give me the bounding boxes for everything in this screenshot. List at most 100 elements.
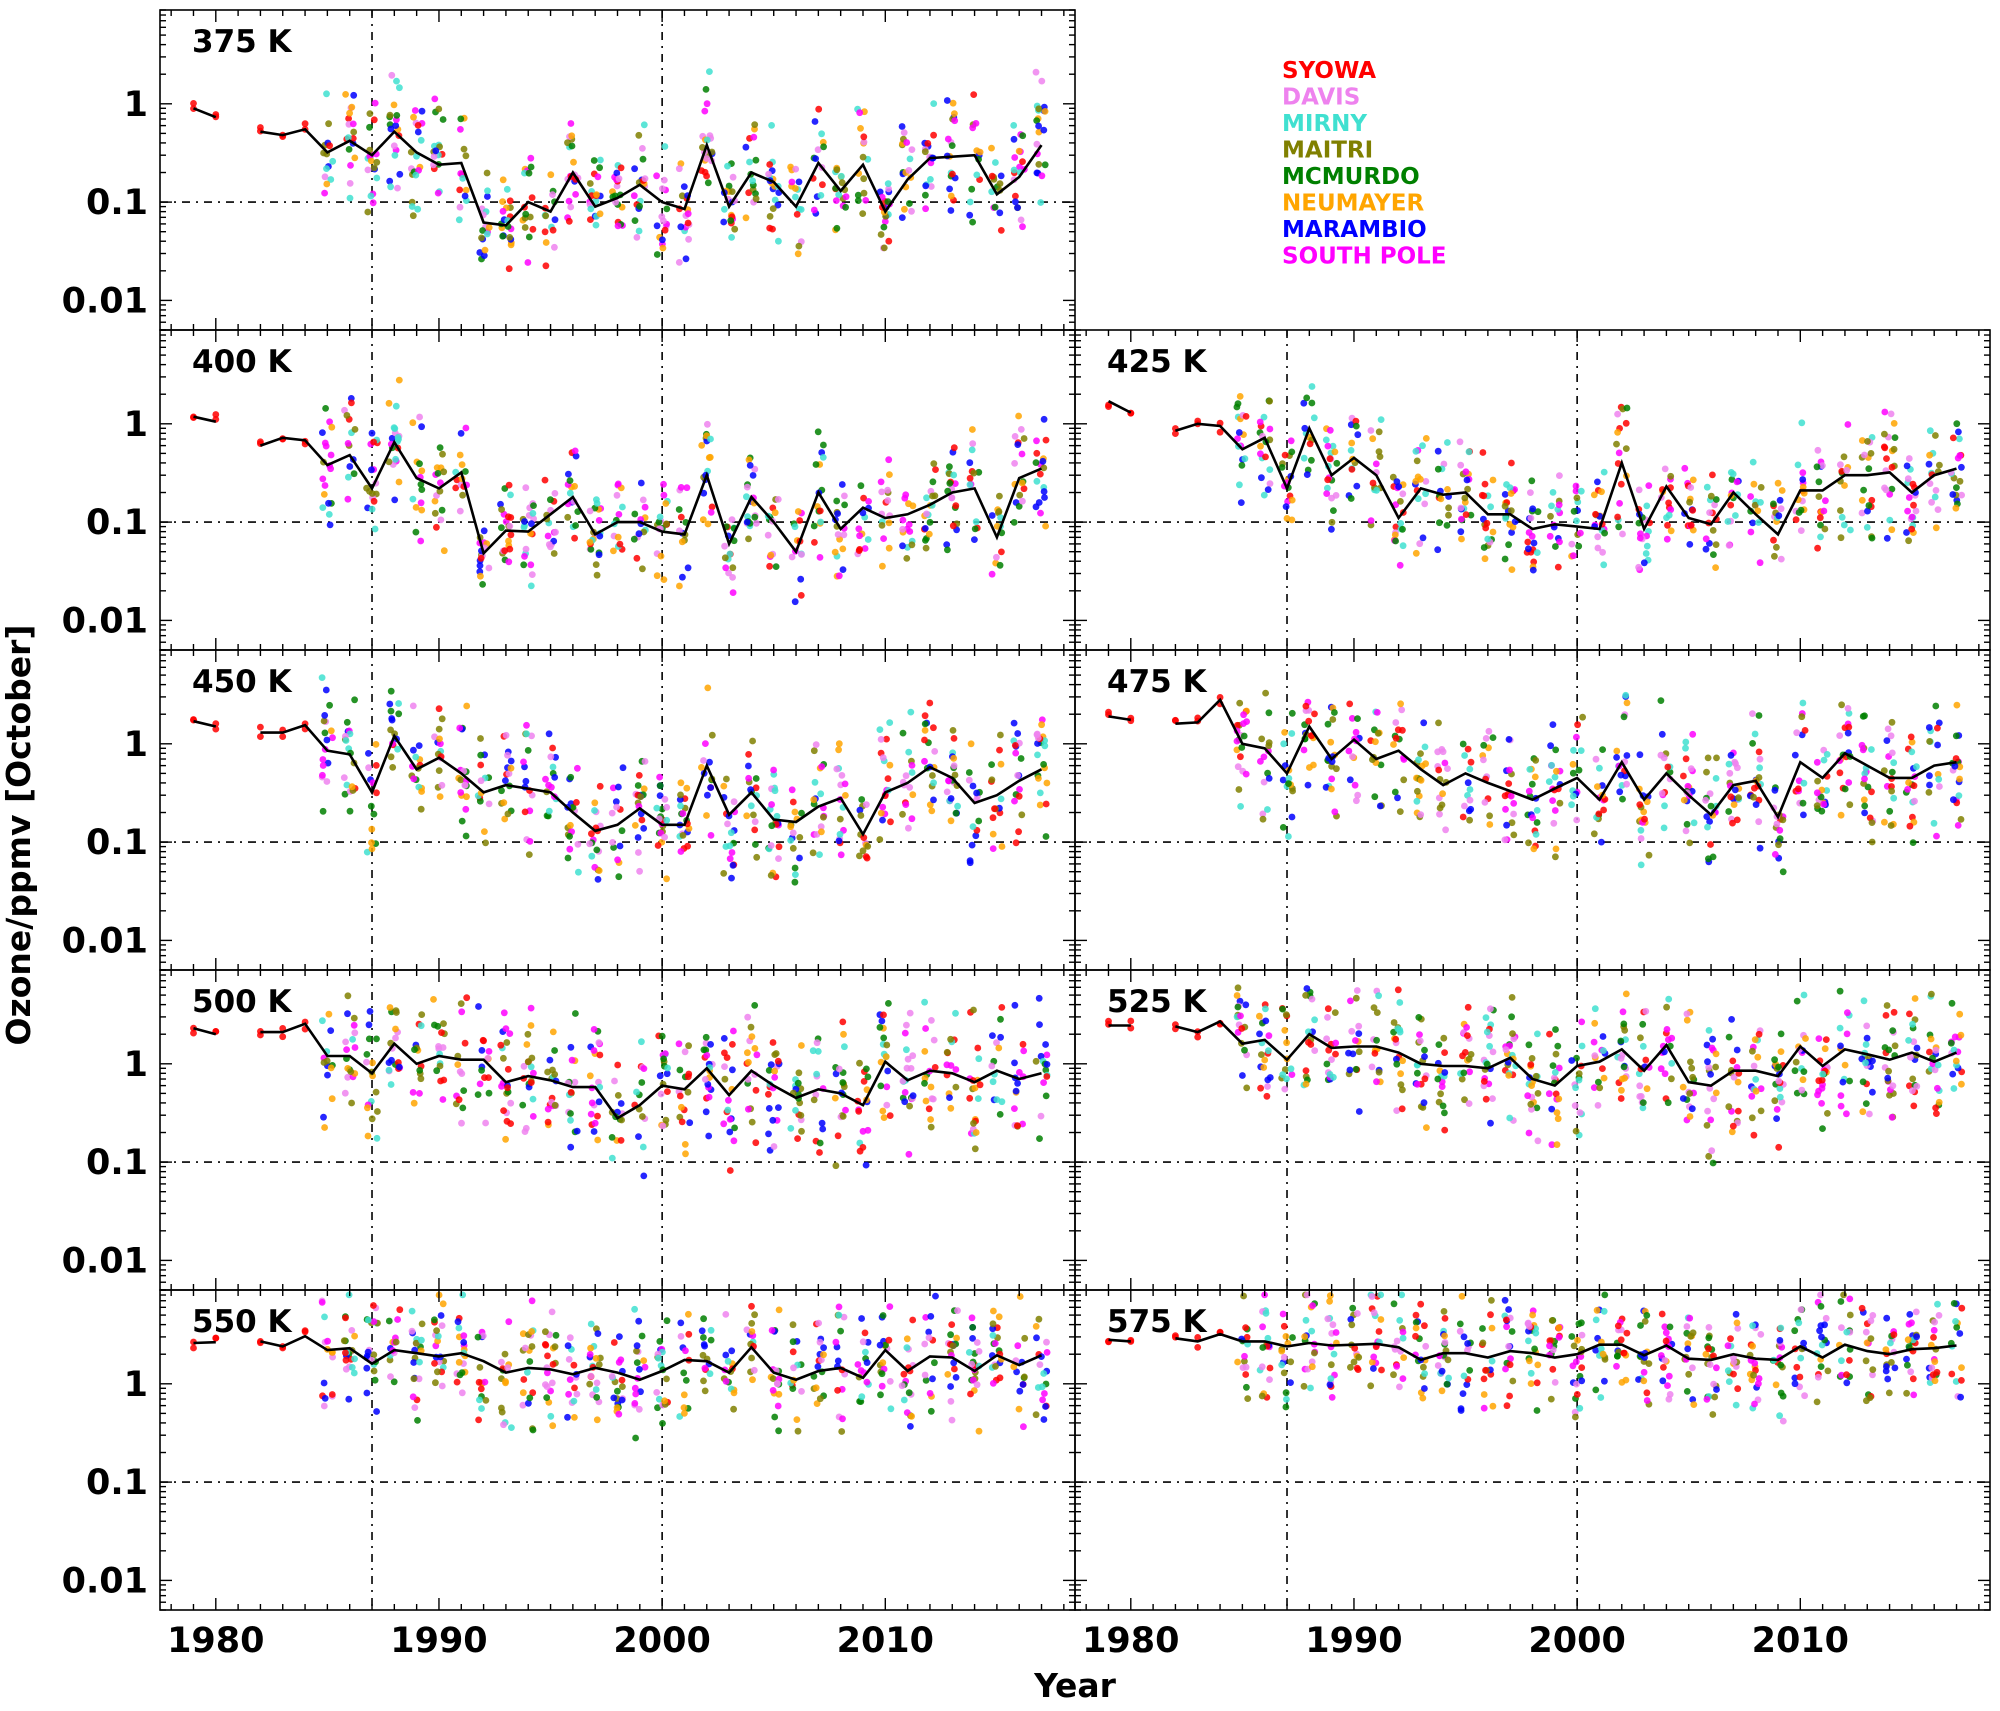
data-point [1754,507,1762,515]
data-point [1573,517,1580,525]
data-point [838,772,846,779]
y-tick-label: 0.1 [86,1143,148,1183]
data-point [877,1082,885,1090]
data-point [1890,420,1898,427]
data-point [439,116,447,123]
data-point [344,1073,352,1081]
data-point [1422,760,1429,768]
data-point [1042,1092,1050,1100]
data-point [1837,507,1844,514]
data-point [544,1068,551,1076]
data-point [703,172,710,180]
data-point [474,1091,482,1098]
data-point [1034,751,1041,759]
data-point [326,418,333,426]
data-point [368,825,376,833]
data-point [212,411,220,418]
data-point [729,574,736,581]
data-point [787,1125,795,1132]
data-point [323,736,331,744]
data-point [1814,544,1821,552]
data-point [452,484,460,492]
data-point [1707,1071,1714,1078]
data-point [368,490,376,497]
data-point [499,176,507,184]
data-point [1528,1055,1536,1062]
data-point [1417,475,1424,483]
data-point [1415,1014,1423,1021]
data-point [1464,745,1472,753]
data-point [502,1135,509,1143]
data-point [321,712,329,719]
data-point [1791,751,1799,759]
data-point [1926,427,1934,435]
data-point [1635,563,1642,571]
data-point [1397,700,1404,708]
data-point [880,244,888,252]
data-point [1868,746,1875,753]
data-point [1392,1035,1400,1043]
data-point [566,833,573,840]
data-point [1392,719,1400,726]
data-point [748,1118,756,1126]
data-point [566,477,574,484]
data-point [724,820,731,828]
data-point [395,710,403,718]
data-point [545,781,552,789]
data-point [1752,1087,1760,1095]
data-point [726,1167,734,1174]
data-point [752,195,760,203]
data-point [1333,459,1341,467]
data-point [684,1073,692,1081]
data-point [1441,1049,1448,1056]
data-point [1816,514,1824,522]
data-point [1444,486,1451,493]
data-point [1926,480,1934,487]
data-point [862,197,870,204]
median-line [1175,422,1957,537]
data-point [1620,1020,1628,1028]
data-point [809,1047,817,1055]
data-point [1575,1070,1583,1078]
data-point [1466,765,1474,773]
data-point [1172,430,1179,437]
data-point [926,518,934,526]
data-point [1815,478,1823,486]
scatter-points [190,68,1049,273]
data-point [610,844,617,851]
data-point [571,534,578,542]
data-point [1462,468,1470,476]
data-point [586,1072,594,1080]
data-point [1367,427,1375,434]
data-point [506,545,514,553]
data-point [946,479,954,487]
data-point [1458,535,1465,543]
data-point [791,878,799,886]
data-point [922,544,930,552]
data-point [1443,522,1451,529]
data-point [1264,486,1272,493]
data-point [1771,1097,1779,1105]
data-point [885,544,893,552]
median-line [260,723,1043,837]
data-point [1016,163,1023,171]
data-point [683,784,691,792]
data-point [440,547,448,555]
data-point [923,510,930,518]
data-point [485,1074,492,1081]
data-point [1035,122,1042,130]
data-point [653,251,661,258]
data-point [679,573,686,581]
data-point [586,180,594,187]
data-point [1399,1057,1406,1065]
data-point [344,495,352,503]
data-point [1413,457,1421,465]
data-point [1266,466,1274,473]
data-point [1553,767,1560,775]
data-point [1552,845,1560,853]
data-point [350,470,358,478]
data-point [1302,992,1309,999]
data-point [1680,796,1688,804]
data-point [418,788,425,795]
data-point [438,715,446,723]
